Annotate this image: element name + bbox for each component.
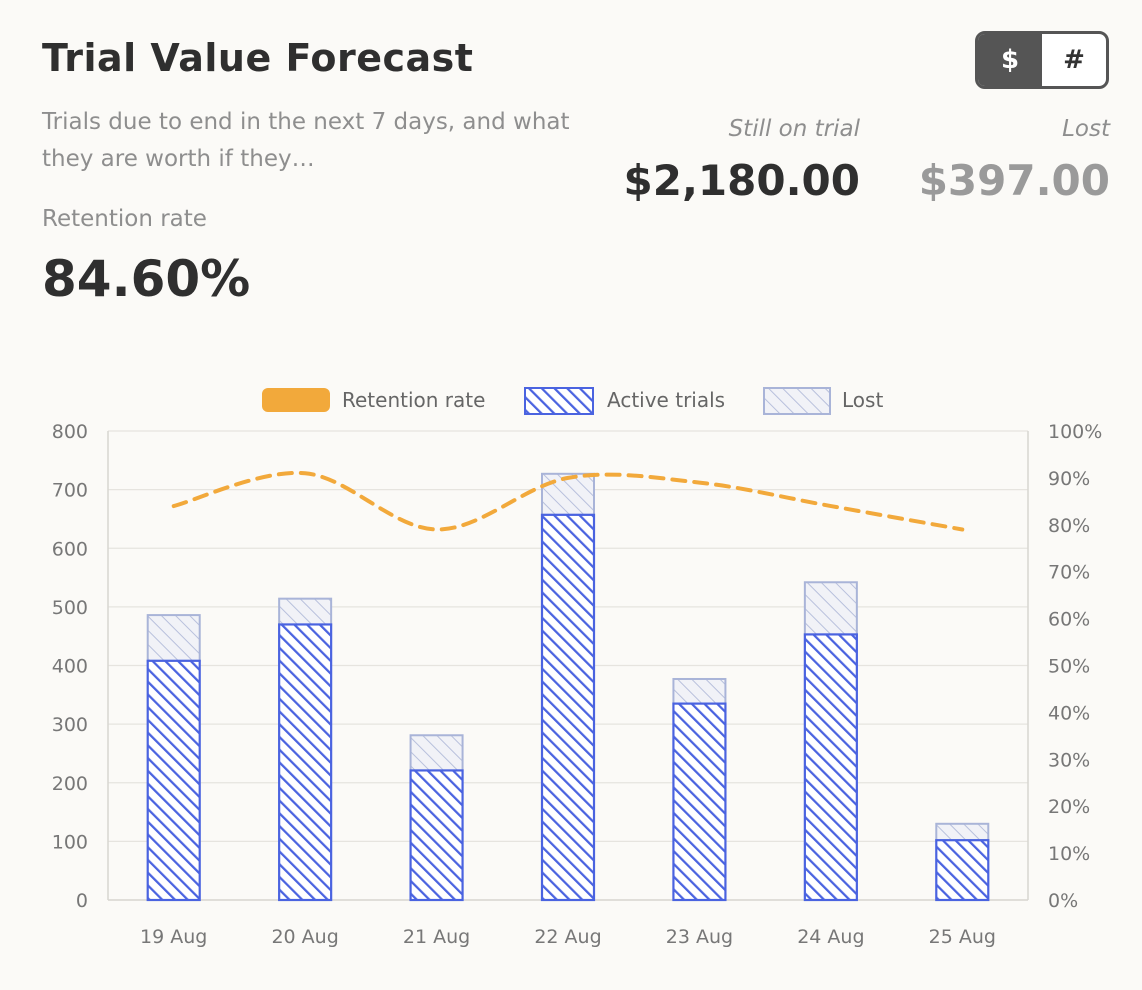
y-right-tick-label: 0% bbox=[1048, 890, 1078, 912]
lost-value: $397.00 bbox=[918, 156, 1110, 205]
still-on-trial-label: Still on trial bbox=[728, 116, 860, 142]
x-tick-label: 23 Aug bbox=[666, 926, 733, 948]
retention-rate-value: 84.60% bbox=[42, 250, 251, 308]
active-trials-bar bbox=[409, 769, 464, 902]
retention-line bbox=[171, 470, 965, 532]
legend-swatch-retention-rate bbox=[262, 388, 330, 412]
lost-bar bbox=[935, 822, 990, 842]
unit-toggle: $ # bbox=[975, 31, 1109, 89]
legend-swatch-lost bbox=[763, 387, 831, 415]
y-right-tick-label: 100% bbox=[1048, 421, 1102, 443]
y-right-tick-label: 60% bbox=[1048, 609, 1090, 631]
y-right-tick-label: 90% bbox=[1048, 468, 1090, 490]
trial-forecast-chart: 0 100 200 300 400 500 600 700 800 0% 10% 20% 30% 40% 5… bbox=[52, 387, 1102, 948]
legend-label-lost: Lost bbox=[842, 388, 883, 412]
still-on-trial-stat: Still on trial $2,180.00 bbox=[624, 116, 860, 205]
y-right-tick-label: 50% bbox=[1048, 656, 1090, 678]
y-left-tick-label: 800 bbox=[52, 421, 88, 443]
count-toggle-button[interactable]: # bbox=[1063, 45, 1085, 75]
y-right-tick-label: 80% bbox=[1048, 515, 1090, 537]
chart-legend: Retention rate Active trials Lost bbox=[262, 387, 883, 415]
still-on-trial-value: $2,180.00 bbox=[623, 156, 860, 205]
retention-rate-line bbox=[171, 470, 965, 532]
active-trials-bar bbox=[278, 623, 333, 902]
active-trials-bar bbox=[803, 633, 858, 902]
lost-stat: Lost $397.00 bbox=[919, 116, 1110, 205]
legend-label-retention-rate: Retention rate bbox=[342, 388, 485, 412]
y-left-tick-label: 500 bbox=[52, 597, 88, 619]
currency-toggle-button[interactable]: $ bbox=[978, 34, 1042, 86]
y-left-tick-label: 700 bbox=[52, 480, 88, 502]
chart-bars bbox=[146, 472, 990, 902]
retention-rate-label: Retention rate bbox=[42, 206, 207, 232]
y-right-tick-label: 10% bbox=[1048, 843, 1090, 865]
y-right-tick-label: 30% bbox=[1048, 749, 1090, 771]
y-left-tick-label: 0 bbox=[76, 890, 88, 912]
x-tick-label: 19 Aug bbox=[140, 926, 207, 948]
y-right-tick-label: 20% bbox=[1048, 796, 1090, 818]
legend-label-active-trials: Active trials bbox=[607, 388, 725, 412]
page-title: Trial Value Forecast bbox=[42, 36, 474, 80]
y-left-tick-label: 300 bbox=[52, 714, 88, 736]
active-trials-bar bbox=[540, 513, 596, 902]
y-left-tick-label: 100 bbox=[52, 831, 88, 853]
lost-bar bbox=[672, 677, 727, 705]
lost-bar bbox=[278, 597, 333, 626]
active-trials-bar bbox=[146, 659, 201, 902]
x-tick-label: 22 Aug bbox=[534, 926, 601, 948]
lost-bar bbox=[803, 581, 858, 636]
x-tick-label: 24 Aug bbox=[797, 926, 864, 948]
legend-swatch-active-trials bbox=[524, 387, 594, 415]
y-left-tick-label: 600 bbox=[52, 538, 88, 560]
y-left-tick-label: 400 bbox=[52, 656, 88, 678]
x-tick-label: 21 Aug bbox=[403, 926, 470, 948]
page-subtitle: Trials due to end in the next 7 days, an… bbox=[42, 109, 570, 172]
lost-label: Lost bbox=[1062, 116, 1110, 142]
lost-bar bbox=[541, 472, 595, 516]
x-tick-label: 20 Aug bbox=[271, 926, 338, 948]
x-tick-label: 25 Aug bbox=[929, 926, 996, 948]
lost-bar bbox=[146, 614, 201, 662]
y-left-tick-label: 200 bbox=[52, 773, 88, 795]
active-trials-bar bbox=[935, 839, 990, 902]
lost-bar bbox=[409, 734, 464, 772]
y-right-tick-label: 70% bbox=[1048, 562, 1090, 584]
y-right-tick-label: 40% bbox=[1048, 702, 1090, 724]
active-trials-bar bbox=[672, 702, 727, 902]
